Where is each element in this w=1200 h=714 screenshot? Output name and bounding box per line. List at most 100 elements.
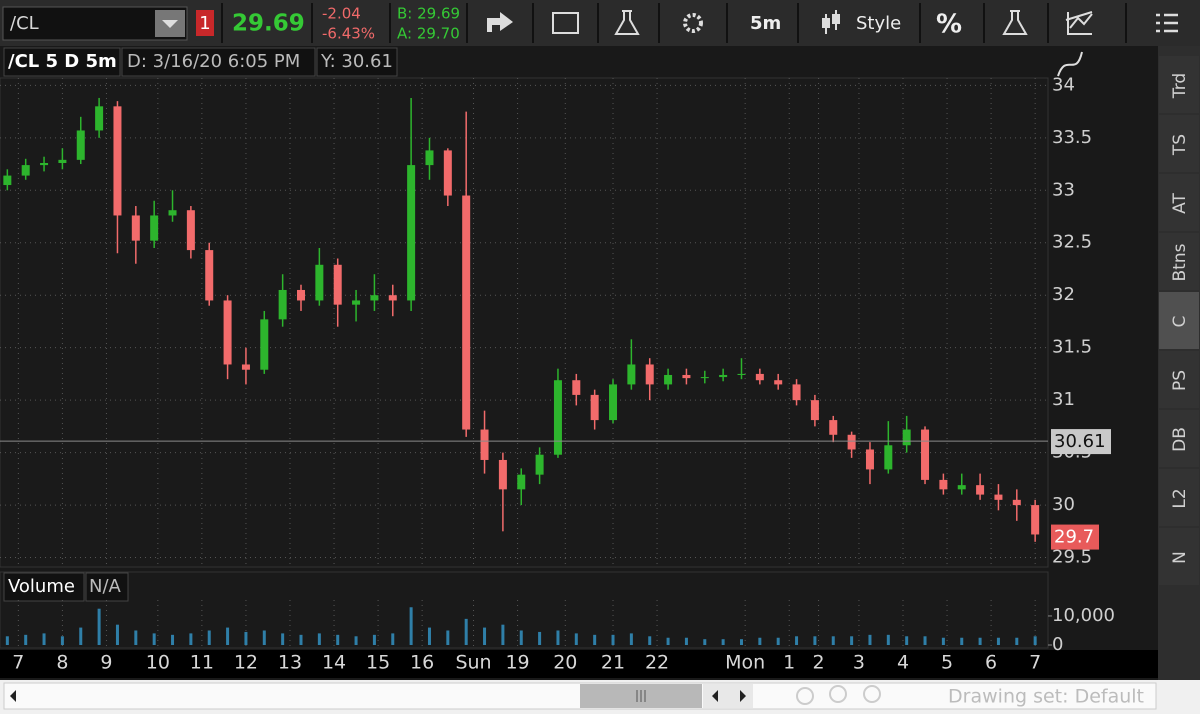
strategies-button[interactable] xyxy=(1002,10,1028,35)
interval-button[interactable]: 5m xyxy=(750,13,781,34)
side-tab[interactable] xyxy=(1159,410,1199,467)
candle-body xyxy=(590,394,599,421)
side-tab-label: Trd xyxy=(1170,73,1190,99)
candle-body xyxy=(1031,505,1040,535)
side-tab[interactable] xyxy=(1159,115,1199,172)
side-tab[interactable] xyxy=(1159,233,1199,290)
candle-body xyxy=(425,150,434,166)
side-tab[interactable] xyxy=(1159,351,1199,408)
volume-bar xyxy=(813,636,817,645)
x-tick-label: 20 xyxy=(553,652,577,674)
drawing-button[interactable] xyxy=(1065,11,1093,35)
side-tab[interactable] xyxy=(1159,56,1199,113)
side-tabs: Trd TS AT Btns C PS DB L2 N xyxy=(1159,56,1199,585)
x-tick-label: 9 xyxy=(100,652,112,674)
candle-body xyxy=(719,374,728,378)
candle-body xyxy=(150,215,159,241)
alert-badge[interactable] xyxy=(196,10,214,36)
side-tab-label: C xyxy=(1170,316,1190,328)
style-button[interactable]: Style xyxy=(856,13,901,34)
volume-status: N/A xyxy=(89,576,122,597)
volume-bar xyxy=(519,630,523,645)
x-tick-label: 7 xyxy=(12,652,24,674)
candle-body xyxy=(186,210,195,251)
y-tick-label: 33.5 xyxy=(1052,127,1092,148)
volume-tick-label: 10,000 xyxy=(1052,605,1115,626)
x-tick-label: 12 xyxy=(234,652,258,674)
volume-bar xyxy=(886,634,890,645)
x-tick-label: 8 xyxy=(56,652,68,674)
volume-bar xyxy=(446,630,450,645)
side-tab-label: DB xyxy=(1170,427,1190,452)
crosshair-tool[interactable] xyxy=(796,687,814,705)
x-tick-label: Mon xyxy=(725,652,765,674)
volume-bar xyxy=(60,636,64,645)
net-change: -2.04 xyxy=(322,5,361,23)
candle-body xyxy=(627,364,636,385)
candle-body xyxy=(205,250,214,301)
volume-bar xyxy=(850,636,854,645)
x-tick-label: 14 xyxy=(322,652,346,674)
candle-body xyxy=(774,380,783,385)
cursor-date: D: 3/16/20 6:05 PM xyxy=(127,51,300,72)
candle-body xyxy=(553,380,562,455)
dropdown-arrow xyxy=(162,20,178,28)
volume-bar xyxy=(831,636,835,645)
volume-bar xyxy=(648,636,652,645)
candle-body xyxy=(829,420,838,435)
candle-body xyxy=(370,295,379,301)
side-tab[interactable] xyxy=(1159,469,1199,526)
scroll-left[interactable] xyxy=(10,690,16,702)
candle-body xyxy=(260,319,269,370)
volume-bar xyxy=(666,637,670,645)
volume-bar xyxy=(171,634,175,645)
volume-bar xyxy=(152,633,156,645)
side-tab-label: L2 xyxy=(1170,488,1190,508)
drawing-set[interactable]: Drawing set: Default xyxy=(948,686,1144,708)
share-button[interactable] xyxy=(487,12,513,32)
volume-bar xyxy=(207,630,211,645)
volume-bar xyxy=(372,634,376,645)
volume-bar xyxy=(134,630,138,645)
chart-settings-icon[interactable] xyxy=(1057,51,1083,77)
candle-body xyxy=(315,264,324,301)
candle-body xyxy=(792,384,801,401)
candle-body xyxy=(976,485,985,495)
volume-bar xyxy=(684,637,688,645)
plot: 29.53030.53131.53232.53333.5347891011121… xyxy=(0,74,1115,674)
percent-button[interactable]: % xyxy=(936,10,962,40)
last-price-tag xyxy=(1051,524,1099,550)
volume-bar xyxy=(629,633,633,645)
side-tab[interactable] xyxy=(1159,292,1199,349)
candle-body xyxy=(682,374,691,379)
x-axis-strip xyxy=(0,650,1158,678)
menu-button[interactable] xyxy=(1156,13,1178,33)
volume-bar xyxy=(611,634,615,645)
zoom-out-tool[interactable] xyxy=(863,685,881,703)
y-tick-label: 32.5 xyxy=(1052,232,1092,253)
candle-body xyxy=(535,454,544,475)
candle-body xyxy=(645,364,654,385)
symbol: /CL xyxy=(10,13,39,34)
bid: B: 29.69 xyxy=(397,5,460,23)
header-title-box xyxy=(3,47,121,77)
volume-bar xyxy=(978,637,982,645)
volume-bar xyxy=(905,636,909,645)
volume-bar xyxy=(427,627,431,645)
side-tab-label: PS xyxy=(1170,370,1190,391)
x-tick-label: 3 xyxy=(853,652,865,674)
settings-button[interactable] xyxy=(683,13,703,33)
x-tick-label: 13 xyxy=(278,652,302,674)
side-tab[interactable] xyxy=(1159,528,1199,585)
volume-bar xyxy=(262,630,266,645)
volume-bar xyxy=(556,630,560,645)
x-tick-label: 1 xyxy=(783,652,795,674)
header-y-box xyxy=(316,47,398,77)
volume-status-box xyxy=(85,572,129,602)
zoom-in-tool[interactable] xyxy=(829,685,847,703)
snapshot-button[interactable] xyxy=(552,12,579,34)
zoom-tools xyxy=(796,685,881,705)
side-tab[interactable] xyxy=(1159,174,1199,231)
volume-bar xyxy=(281,633,285,645)
studies-button[interactable] xyxy=(614,10,640,35)
